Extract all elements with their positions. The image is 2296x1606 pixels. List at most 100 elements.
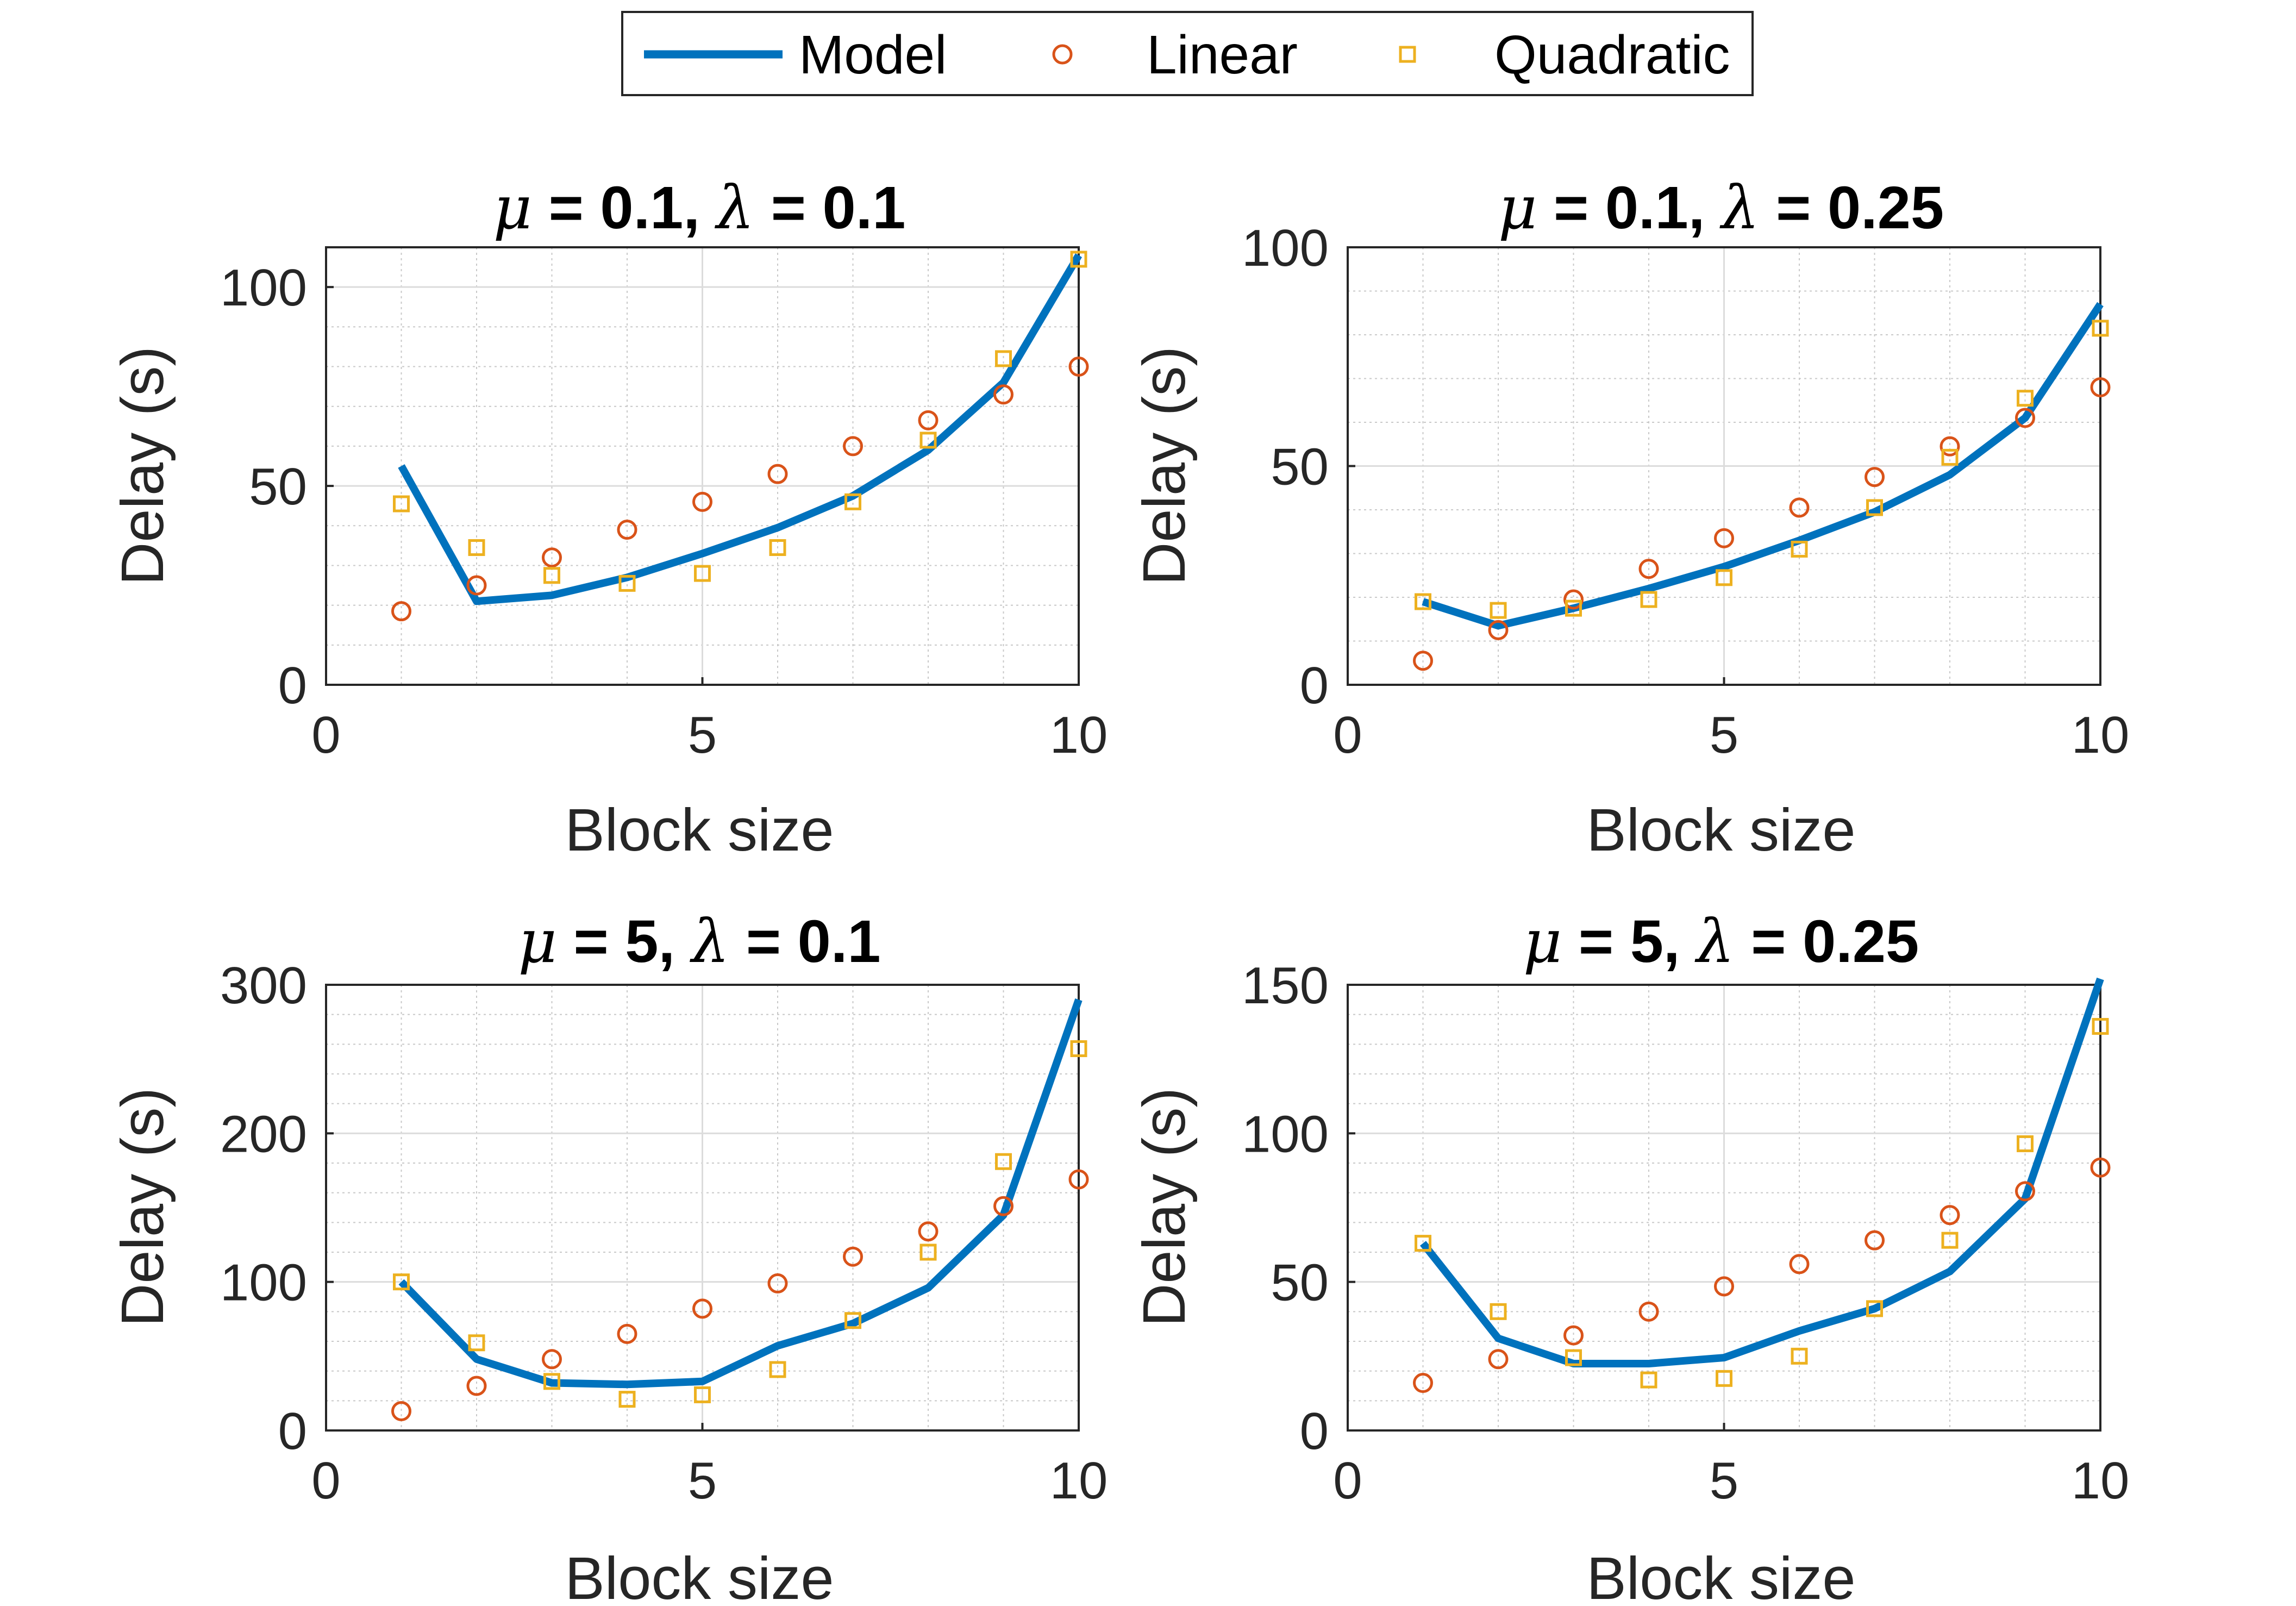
linear-data-point	[1638, 1301, 1659, 1322]
linear-data-point	[617, 520, 637, 540]
linear-data-point	[1940, 436, 1960, 457]
quadratic-data-point	[1415, 1235, 1431, 1252]
linear-data-point	[993, 384, 1014, 405]
y-tick-label: 0	[278, 1402, 307, 1460]
quadratic-data-point	[1941, 448, 1959, 466]
quadratic-data-point	[1716, 1370, 1732, 1387]
quadratic-data-point	[919, 432, 937, 449]
y-tick-label: 100	[1242, 219, 1329, 277]
legend-box	[621, 11, 1754, 96]
x-tick-label: 5	[688, 1452, 717, 1510]
quadratic-data-point	[1791, 540, 1808, 558]
quadratic-data-point	[1866, 499, 1883, 516]
quadratic-data-point	[2017, 1135, 2034, 1152]
quadratic-data-point	[844, 493, 861, 510]
y-tick-label: 50	[1271, 1254, 1329, 1312]
y-tick-label: 100	[1242, 1105, 1329, 1163]
legend-model-label: Model	[799, 24, 947, 85]
x-tick-label: 5	[1710, 706, 1738, 764]
linear-data-point	[1940, 1205, 1960, 1226]
linear-data-point	[1714, 528, 1734, 548]
x-tick-label: 10	[2072, 706, 2130, 764]
linear-data-point	[1714, 1276, 1734, 1297]
x-tick-label: 5	[688, 706, 717, 764]
linear-data-point	[1563, 1325, 1584, 1346]
linear-data-point	[391, 1401, 411, 1421]
linear-data-point	[767, 1273, 788, 1293]
linear-data-point	[466, 575, 487, 596]
title-mu-value: = 0.1,	[1537, 174, 1721, 241]
quadratic-data-point	[2092, 320, 2109, 337]
x-tick-label: 0	[1333, 706, 1362, 764]
linear-data-point	[617, 1323, 637, 1344]
quadratic-data-point	[393, 1273, 410, 1291]
model-series-line	[1420, 977, 2104, 1367]
title-mu-value: = 0.1,	[532, 174, 716, 241]
quadratic-data-point	[468, 1334, 485, 1352]
title-mu-symbol: μ	[518, 907, 557, 976]
x-axis-label: Block size	[1586, 797, 1855, 864]
quadratic-data-point	[844, 1312, 861, 1329]
quadratic-data-point	[1070, 1040, 1087, 1058]
linear-data-point	[466, 1376, 487, 1396]
subplot-title: μ = 0.1, λ = 0.1	[493, 173, 906, 242]
linear-data-point	[1488, 620, 1509, 640]
x-tick-label: 10	[2072, 1452, 2130, 1510]
quadratic-data-point	[1565, 1349, 1582, 1366]
quadratic-data-point	[1791, 1347, 1808, 1365]
y-tick-label: 0	[1300, 657, 1329, 715]
legend-linear-label: Linear	[1147, 24, 1298, 85]
quadratic-data-point	[694, 1386, 711, 1403]
quadratic-data-point	[919, 1243, 937, 1261]
linear-data-point	[767, 464, 788, 484]
quadratic-data-point	[618, 574, 636, 592]
title-lambda-symbol: λ	[1719, 173, 1760, 242]
y-tick-label: 300	[220, 957, 307, 1015]
y-axis-label: Delay (s)	[109, 1088, 176, 1327]
legend-quadratic-marker	[1399, 46, 1416, 63]
quadratic-data-point	[1565, 599, 1582, 617]
linear-data-point	[1563, 589, 1584, 610]
quadratic-data-point	[393, 495, 410, 513]
quadratic-data-point	[543, 567, 560, 584]
legend-quadratic-label: Quadratic	[1494, 24, 1730, 85]
linear-data-point	[843, 436, 863, 457]
y-tick-label: 0	[278, 657, 307, 715]
linear-data-point	[542, 1349, 562, 1370]
y-tick-label: 100	[220, 1254, 307, 1312]
legend: Model Linear Quadratic	[621, 11, 1754, 96]
quadratic-data-point	[1490, 602, 1507, 619]
x-axis-label: Block size	[565, 797, 834, 864]
quadratic-data-point	[694, 565, 711, 582]
x-tick-label: 0	[311, 706, 340, 764]
linear-data-point	[1413, 651, 1433, 671]
y-tick-label: 200	[220, 1105, 307, 1163]
linear-data-point	[843, 1246, 863, 1267]
linear-data-point	[2015, 1181, 2035, 1202]
quadratic-data-point	[1070, 251, 1087, 268]
quadratic-data-point	[618, 1391, 636, 1408]
title-mu-symbol: μ	[1523, 907, 1562, 976]
title-mu-value: = 5,	[1562, 908, 1697, 975]
linear-data-point	[1638, 559, 1659, 579]
x-axis-label: Block size	[1586, 1545, 1855, 1603]
quadratic-data-point	[1415, 593, 1431, 610]
linear-data-point	[918, 410, 939, 430]
title-lambda-symbol: λ	[1694, 907, 1735, 976]
quadratic-data-point	[2017, 390, 2034, 407]
linear-data-point	[1488, 1349, 1509, 1370]
quadratic-data-point	[543, 1373, 560, 1390]
quadratic-data-point	[1941, 1232, 1959, 1249]
linear-data-point	[1068, 1169, 1089, 1190]
quadratic-data-point	[468, 539, 485, 557]
x-tick-label: 0	[1333, 1452, 1362, 1510]
title-lambda-symbol: λ	[690, 907, 730, 976]
subplot-title: μ = 5, λ = 0.1	[518, 907, 880, 976]
y-axis-label: Delay (s)	[109, 346, 176, 585]
y-tick-label: 50	[1271, 438, 1329, 496]
